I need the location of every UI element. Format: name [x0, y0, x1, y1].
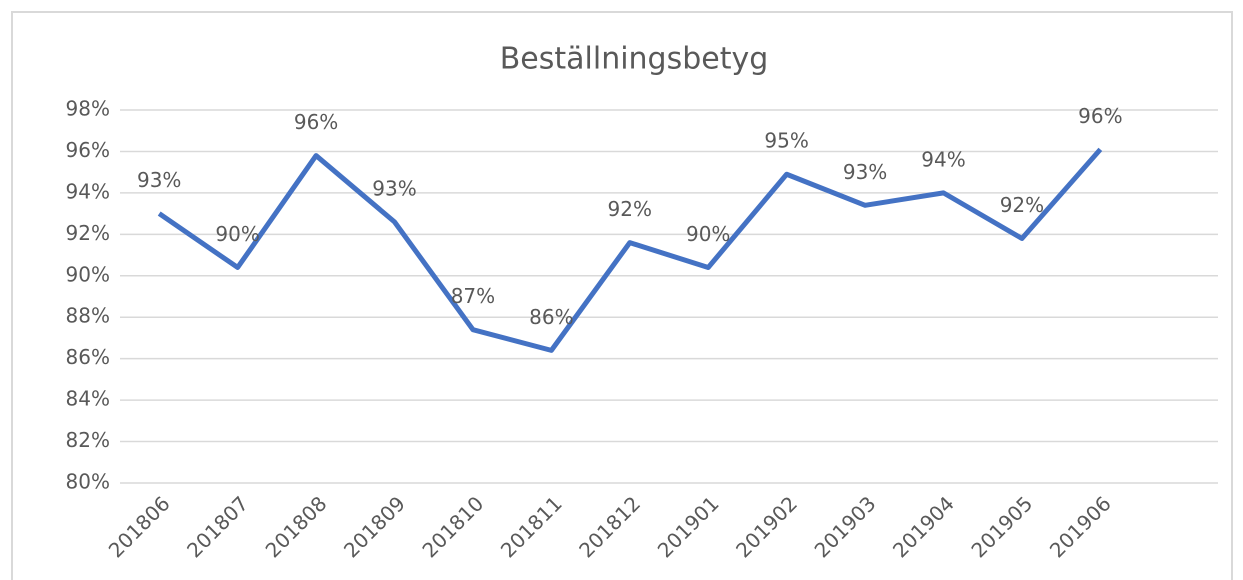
y-tick-label: 94%: [66, 179, 110, 203]
data-line: [157, 147, 1103, 353]
data-label: 93%: [372, 176, 416, 200]
y-tick-label: 82%: [66, 428, 110, 452]
data-label: 95%: [764, 129, 808, 153]
data-label: 94%: [921, 147, 965, 171]
data-label: 92%: [1000, 193, 1044, 217]
chart-title: Beställningsbetyg: [500, 42, 769, 77]
y-tick-label: 92%: [66, 221, 110, 245]
y-tick-label: 88%: [66, 304, 110, 328]
data-label: 90%: [215, 222, 259, 246]
y-tick-label: 98%: [66, 97, 110, 121]
y-tick-label: 80%: [66, 470, 110, 494]
data-label: 96%: [294, 110, 338, 134]
data-label: 86%: [529, 305, 573, 329]
data-label: 93%: [137, 168, 181, 192]
data-label: 93%: [843, 160, 887, 184]
y-tick-label: 96%: [66, 138, 110, 162]
y-tick-label: 86%: [66, 345, 110, 369]
y-tick-label: 84%: [66, 387, 110, 411]
data-label: 90%: [686, 222, 730, 246]
y-tick-label: 90%: [66, 262, 110, 286]
data-label: 92%: [608, 197, 652, 221]
data-label: 87%: [451, 284, 495, 308]
chart-frame: [11, 11, 1233, 580]
data-label: 96%: [1078, 104, 1122, 128]
